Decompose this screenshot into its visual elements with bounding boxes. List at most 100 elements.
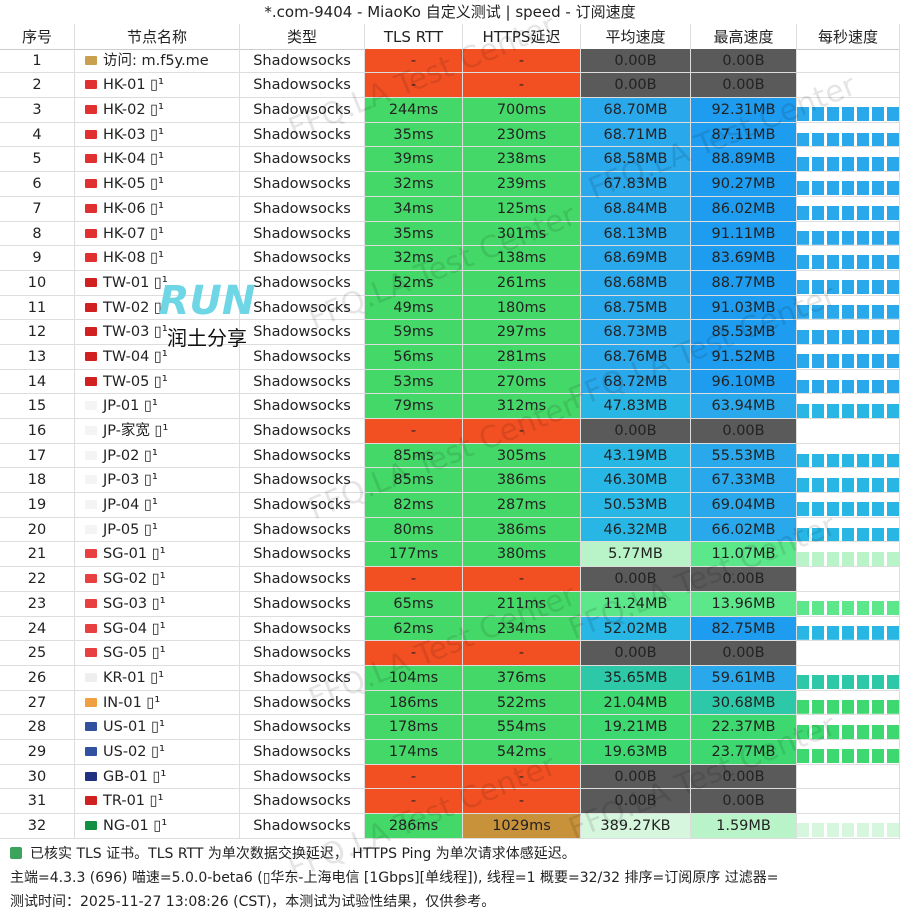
flag-icon — [85, 771, 97, 781]
cell: 281ms — [463, 344, 581, 370]
cell: 297ms — [463, 320, 581, 345]
node-name: TW-02 ▯¹ — [103, 299, 168, 316]
flag-icon — [85, 500, 97, 510]
cell: 82.75MB — [691, 616, 797, 642]
table-row: 7 HK-06 ▯¹ Shadowsocks 34ms 125ms 68.84MB 86.0… — [0, 196, 900, 222]
cell: 9 — [0, 246, 75, 271]
speed-sparkline — [797, 764, 900, 790]
cell: 59ms — [365, 320, 463, 345]
table-row: 19 JP-04 ▯¹ Shadowsocks 82ms 287ms 50.53MB 69.… — [0, 493, 900, 518]
table-row: 26 KR-01 ▯¹ Shadowsocks 104ms 376ms 35.65MB 59… — [0, 665, 900, 691]
speed-sparkline — [797, 295, 900, 321]
cell: 91.03MB — [691, 295, 797, 321]
cell: Shadowsocks — [240, 172, 365, 197]
flag-icon — [85, 796, 97, 806]
cell: KR-01 ▯¹ — [75, 665, 240, 691]
cell: 10 — [0, 270, 75, 296]
cell: Shadowsocks — [240, 295, 365, 321]
cell: 68.69MB — [581, 246, 691, 271]
speed-sparkline — [797, 567, 900, 592]
speed-sparkline — [797, 369, 900, 395]
cell: 0.00B — [691, 48, 797, 74]
header-cell: 节点名称 — [75, 24, 240, 50]
cell: HK-01 ▯¹ — [75, 73, 240, 99]
table-row: 24 SG-04 ▯¹ Shadowsocks 62ms 234ms 52.02MB 82.… — [0, 616, 900, 642]
table-row: 4 HK-03 ▯¹ Shadowsocks 35ms 230ms 68.71MB 87.1… — [0, 122, 900, 148]
cell: Shadowsocks — [240, 739, 365, 765]
cell: 92.31MB — [691, 98, 797, 123]
flag-icon — [85, 598, 97, 608]
node-name: JP-01 ▯¹ — [103, 398, 158, 415]
cell: 27 — [0, 690, 75, 716]
cell: 286ms — [365, 814, 463, 839]
cell: 554ms — [463, 715, 581, 740]
table-row: 9 HK-08 ▯¹ Shadowsocks 32ms 138ms 68.69MB 83.6… — [0, 246, 900, 271]
node-name: HK-07 ▯¹ — [103, 225, 164, 242]
cell: TW-04 ▯¹ — [75, 344, 240, 370]
table-row: 18 JP-03 ▯¹ Shadowsocks 85ms 386ms 46.30MB 67.… — [0, 468, 900, 494]
cell: 312ms — [463, 394, 581, 419]
table-row: 23 SG-03 ▯¹ Shadowsocks 65ms 211ms 11.24MB 13.… — [0, 591, 900, 617]
flag-icon — [85, 821, 97, 830]
cell: Shadowsocks — [240, 715, 365, 740]
speed-sparkline — [797, 789, 900, 814]
speed-sparkline — [797, 221, 900, 247]
cell: 68.13MB — [581, 221, 691, 247]
speed-sparkline — [797, 344, 900, 370]
table-row: 2 HK-01 ▯¹ Shadowsocks - -0.00B 0.00B — [0, 73, 900, 99]
node-name: NG-01 ▯¹ — [103, 818, 168, 834]
cell: Shadowsocks — [240, 764, 365, 790]
cell: 30 — [0, 764, 75, 790]
table-row: 1 访问: m.f5y.me Shadowsocks - -0.00B 0.00B — [0, 48, 900, 74]
cell: 174ms — [365, 739, 463, 765]
node-name: TW-03 ▯¹ — [103, 324, 168, 341]
node-name: JP-02 ▯¹ — [103, 447, 158, 464]
cell: Shadowsocks — [240, 98, 365, 123]
speed-sparkline — [797, 517, 900, 543]
cell: 68.84MB — [581, 196, 691, 222]
node-name: IN-01 ▯¹ — [103, 694, 161, 711]
cell: JP-05 ▯¹ — [75, 517, 240, 543]
cell: 68.75MB — [581, 295, 691, 321]
cell: 68.72MB — [581, 369, 691, 395]
cell: 22.37MB — [691, 715, 797, 740]
node-name: SG-03 ▯¹ — [103, 595, 166, 612]
cell: 52ms — [365, 270, 463, 296]
cell: Shadowsocks — [240, 48, 365, 74]
cell: 234ms — [463, 616, 581, 642]
cell: 68.70MB — [581, 98, 691, 123]
cell: 91.11MB — [691, 221, 797, 247]
cell: 301ms — [463, 221, 581, 247]
cell: SG-05 ▯¹ — [75, 641, 240, 666]
cell: 238ms — [463, 147, 581, 173]
cell: 68.58MB — [581, 147, 691, 173]
cell: JP-02 ▯¹ — [75, 443, 240, 469]
header-cell: TLS RTT — [365, 24, 463, 50]
node-name: SG-04 ▯¹ — [103, 620, 166, 637]
cell: Shadowsocks — [240, 419, 365, 444]
cell: 104ms — [365, 665, 463, 691]
cell: HK-05 ▯¹ — [75, 172, 240, 197]
cell: 65ms — [365, 591, 463, 617]
cell: 46.32MB — [581, 517, 691, 543]
cell: 68.71MB — [581, 122, 691, 148]
footer-line: 主端=4.3.3 (696) 喵速=5.0.0-beta6 (▯华东-上海电信 … — [10, 870, 779, 886]
flag-icon — [85, 450, 97, 460]
cell: TW-03 ▯¹ — [75, 320, 240, 345]
cell: 177ms — [365, 542, 463, 568]
node-name: JP-家宽 ▯¹ — [103, 423, 169, 439]
cell: 24 — [0, 616, 75, 642]
cell: 88.89MB — [691, 147, 797, 173]
cell: 32 — [0, 814, 75, 839]
logo-caption: 润土分享 — [167, 326, 247, 350]
flag-icon — [85, 549, 97, 559]
check-icon — [10, 847, 22, 859]
cell: - — [365, 641, 463, 666]
table-row: 25 SG-05 ▯¹ Shadowsocks - -0.00B 0.00B — [0, 641, 900, 666]
cell: 20 — [0, 517, 75, 543]
cell: 26 — [0, 665, 75, 691]
cell: JP-04 ▯¹ — [75, 493, 240, 518]
cell: HK-02 ▯¹ — [75, 98, 240, 123]
cell: 访问: m.f5y.me — [75, 48, 240, 74]
